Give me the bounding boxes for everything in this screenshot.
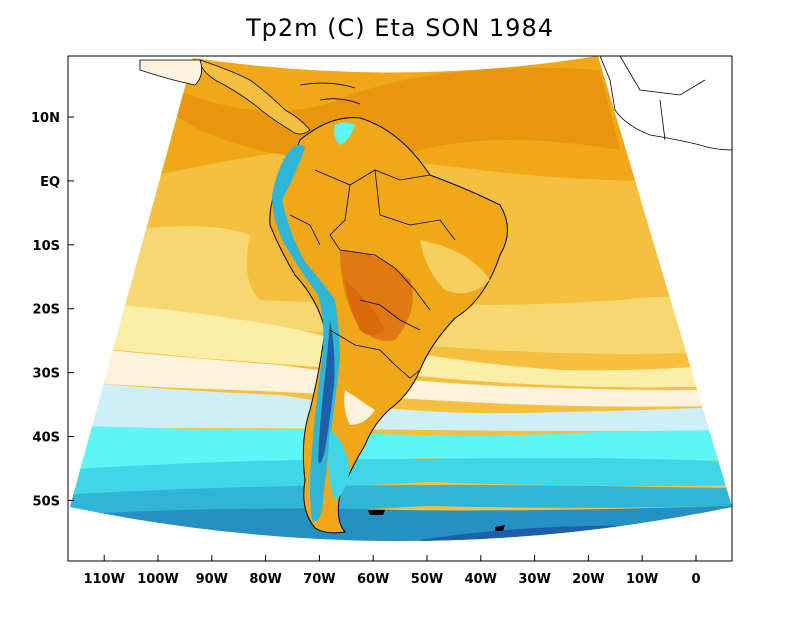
- map-title: Tp2m (C) Eta SON 1984: [246, 14, 554, 42]
- band-cream: [70, 345, 732, 407]
- lon-tick-label: 110W: [83, 572, 124, 587]
- lon-tick-label: 30W: [518, 572, 550, 587]
- lat-tick-label: 40S: [33, 431, 60, 446]
- lon-tick-label: 80W: [249, 572, 281, 587]
- mexico-coast: [139, 59, 203, 86]
- south-america: [269, 117, 508, 534]
- central-america: [139, 59, 361, 135]
- band-pale-cyan: [70, 380, 732, 431]
- band-warmest-north: [120, 60, 620, 159]
- band-pale: [70, 300, 732, 388]
- north-andes-cool: [334, 122, 355, 145]
- lat-tick-label: 50S: [33, 494, 60, 509]
- caribbean-islands: [299, 82, 356, 89]
- pampa-cool: [344, 390, 375, 425]
- lat-tick-label: 10N: [31, 111, 60, 126]
- isthmus: [199, 59, 311, 135]
- falkland-islands: [368, 510, 385, 515]
- country-borders: [289, 169, 456, 379]
- band-blue: [70, 505, 732, 541]
- lon-tick-label: 20W: [572, 572, 604, 587]
- patagonia-cool: [328, 430, 350, 500]
- africa-coast: [599, 56, 732, 151]
- band-teal: [70, 485, 732, 530]
- lat-tick-label: 10S: [33, 239, 60, 254]
- band-light-warm: [70, 226, 732, 354]
- lat-tick-label: 30S: [33, 367, 60, 382]
- lat-tick-label: EQ: [40, 175, 60, 190]
- antilles: [319, 98, 361, 105]
- lon-tick-label: 50W: [411, 572, 443, 587]
- andes-cold: [318, 320, 335, 464]
- lon-tick-label: 10W: [626, 572, 658, 587]
- longitude-axis: 110W 100W 90W 80W 70W 60W 50W 40W 30W 20W 10W 0: [83, 555, 701, 587]
- south-georgia: [495, 525, 505, 531]
- lon-tick-label: 90W: [196, 572, 228, 587]
- temperature-field: [70, 56, 732, 541]
- lon-tick-label: 0: [691, 572, 700, 587]
- lon-tick-label: 100W: [137, 572, 178, 587]
- east-highlands: [420, 240, 490, 294]
- hot-core: [345, 280, 385, 335]
- band-aqua: [70, 458, 732, 510]
- lon-tick-label: 60W: [357, 572, 389, 587]
- lat-tick-label: 20S: [33, 303, 60, 318]
- lon-tick-label: 70W: [303, 572, 335, 587]
- lon-tick-label: 40W: [465, 572, 497, 587]
- latitude-axis: 10N EQ 10S 20S 30S 40S 50S: [31, 111, 74, 509]
